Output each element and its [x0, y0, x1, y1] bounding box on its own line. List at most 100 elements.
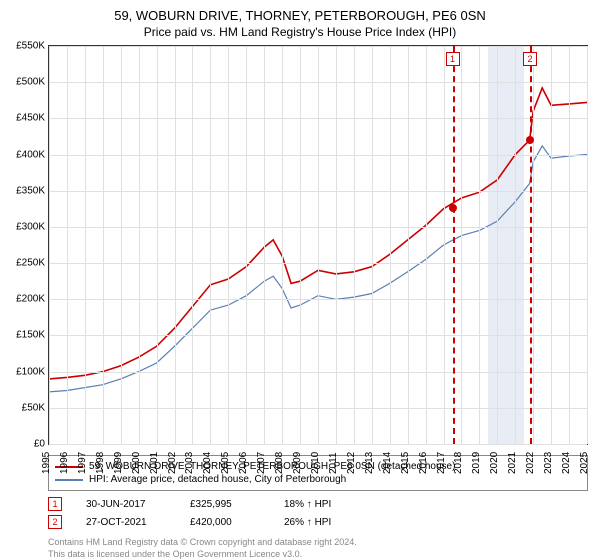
- x-axis-label: 2000: [131, 452, 142, 474]
- gridline-v: [533, 46, 534, 444]
- footer-line: Contains HM Land Registry data © Crown c…: [48, 537, 588, 549]
- chart-title-line2: Price paid vs. HM Land Registry's House …: [0, 23, 600, 45]
- x-axis-label: 2016: [417, 452, 428, 474]
- y-axis-label: £450K: [16, 113, 45, 124]
- transaction-date: 30-JUN-2017: [86, 499, 166, 510]
- gridline-v: [139, 46, 140, 444]
- x-axis-label: 2007: [256, 452, 267, 474]
- gridline-v: [121, 46, 122, 444]
- y-axis-label: £50K: [22, 402, 45, 413]
- gridline-v: [479, 46, 480, 444]
- transaction-diff: 18% ↑ HPI: [284, 499, 331, 510]
- y-axis-label: £400K: [16, 149, 45, 160]
- marker-box: 1: [446, 52, 460, 66]
- transaction-price: £325,995: [190, 499, 260, 510]
- x-axis-label: 2022: [525, 452, 536, 474]
- marker-dot: [526, 136, 534, 144]
- x-axis-label: 1997: [77, 452, 88, 474]
- gridline-v: [336, 46, 337, 444]
- x-axis-label: 2008: [274, 452, 285, 474]
- y-axis-label: £350K: [16, 185, 45, 196]
- gridline-h: [49, 444, 587, 445]
- x-axis-label: 2020: [489, 452, 500, 474]
- x-axis-label: 1995: [41, 452, 52, 474]
- x-axis-label: 2011: [328, 452, 339, 474]
- gridline-v: [282, 46, 283, 444]
- gridline-v: [264, 46, 265, 444]
- gridline-v: [426, 46, 427, 444]
- x-axis-label: 2013: [364, 452, 375, 474]
- gridline-v: [318, 46, 319, 444]
- x-axis-label: 1999: [113, 452, 124, 474]
- legend-swatch: [55, 479, 83, 481]
- gridline-v: [175, 46, 176, 444]
- gridline-v: [569, 46, 570, 444]
- gridline-v: [246, 46, 247, 444]
- gridline-v: [85, 46, 86, 444]
- x-axis-label: 2015: [400, 452, 411, 474]
- x-axis-label: 2025: [579, 452, 590, 474]
- gridline-v: [354, 46, 355, 444]
- x-axis-label: 2002: [166, 452, 177, 474]
- gridline-v: [372, 46, 373, 444]
- y-axis-label: £150K: [16, 330, 45, 341]
- transaction-marker-box: 2: [48, 515, 62, 529]
- y-axis-label: £100K: [16, 366, 45, 377]
- transaction-row: 2 27-OCT-2021 £420,000 26% ↑ HPI: [48, 513, 588, 531]
- footer-attribution: Contains HM Land Registry data © Crown c…: [48, 537, 588, 560]
- gridline-v: [587, 46, 588, 444]
- gridline-v: [67, 46, 68, 444]
- gridline-v: [192, 46, 193, 444]
- y-axis-label: £550K: [16, 41, 45, 52]
- marker-line: [453, 46, 455, 444]
- gridline-v: [228, 46, 229, 444]
- gridline-v: [300, 46, 301, 444]
- x-axis-label: 2003: [184, 452, 195, 474]
- y-axis-label: £0: [34, 439, 45, 450]
- gridline-v: [515, 46, 516, 444]
- x-axis-label: 2021: [507, 452, 518, 474]
- transaction-table: 1 30-JUN-2017 £325,995 18% ↑ HPI 2 27-OC…: [48, 495, 588, 531]
- x-axis-label: 1996: [59, 452, 70, 474]
- x-axis-label: 2019: [471, 452, 482, 474]
- x-axis-label: 2014: [382, 452, 393, 474]
- marker-dot: [449, 204, 457, 212]
- x-axis-label: 1998: [95, 452, 106, 474]
- y-axis-label: £300K: [16, 221, 45, 232]
- gridline-v: [461, 46, 462, 444]
- gridline-v: [444, 46, 445, 444]
- x-axis-label: 2001: [148, 452, 159, 474]
- y-axis-label: £250K: [16, 258, 45, 269]
- footer-line: This data is licensed under the Open Gov…: [48, 549, 588, 560]
- y-axis-label: £500K: [16, 77, 45, 88]
- x-axis-label: 2017: [435, 452, 446, 474]
- gridline-v: [497, 46, 498, 444]
- x-axis-label: 2009: [292, 452, 303, 474]
- legend-item: HPI: Average price, detached house, City…: [55, 473, 581, 486]
- x-axis-label: 2024: [561, 452, 572, 474]
- gridline-v: [408, 46, 409, 444]
- chart-container: 59, WOBURN DRIVE, THORNEY, PETERBOROUGH,…: [0, 0, 600, 560]
- plot-area: £0£50K£100K£150K£200K£250K£300K£350K£400…: [48, 45, 588, 445]
- gridline-v: [210, 46, 211, 444]
- gridline-v: [157, 46, 158, 444]
- transaction-marker-box: 1: [48, 497, 62, 511]
- x-axis-label: 2010: [310, 452, 321, 474]
- x-axis-label: 2005: [220, 452, 231, 474]
- x-axis-label: 2018: [453, 452, 464, 474]
- x-axis-label: 2012: [346, 452, 357, 474]
- transaction-diff: 26% ↑ HPI: [284, 517, 331, 528]
- marker-line: [530, 46, 532, 444]
- gridline-v: [103, 46, 104, 444]
- x-axis-label: 2023: [543, 452, 554, 474]
- chart-title-line1: 59, WOBURN DRIVE, THORNEY, PETERBOROUGH,…: [0, 0, 600, 23]
- legend-label: HPI: Average price, detached house, City…: [89, 474, 346, 485]
- gridline-v: [551, 46, 552, 444]
- gridline-v: [390, 46, 391, 444]
- x-axis-label: 2006: [238, 452, 249, 474]
- transaction-row: 1 30-JUN-2017 £325,995 18% ↑ HPI: [48, 495, 588, 513]
- gridline-v: [49, 46, 50, 444]
- y-axis-label: £200K: [16, 294, 45, 305]
- transaction-price: £420,000: [190, 517, 260, 528]
- marker-box: 2: [523, 52, 537, 66]
